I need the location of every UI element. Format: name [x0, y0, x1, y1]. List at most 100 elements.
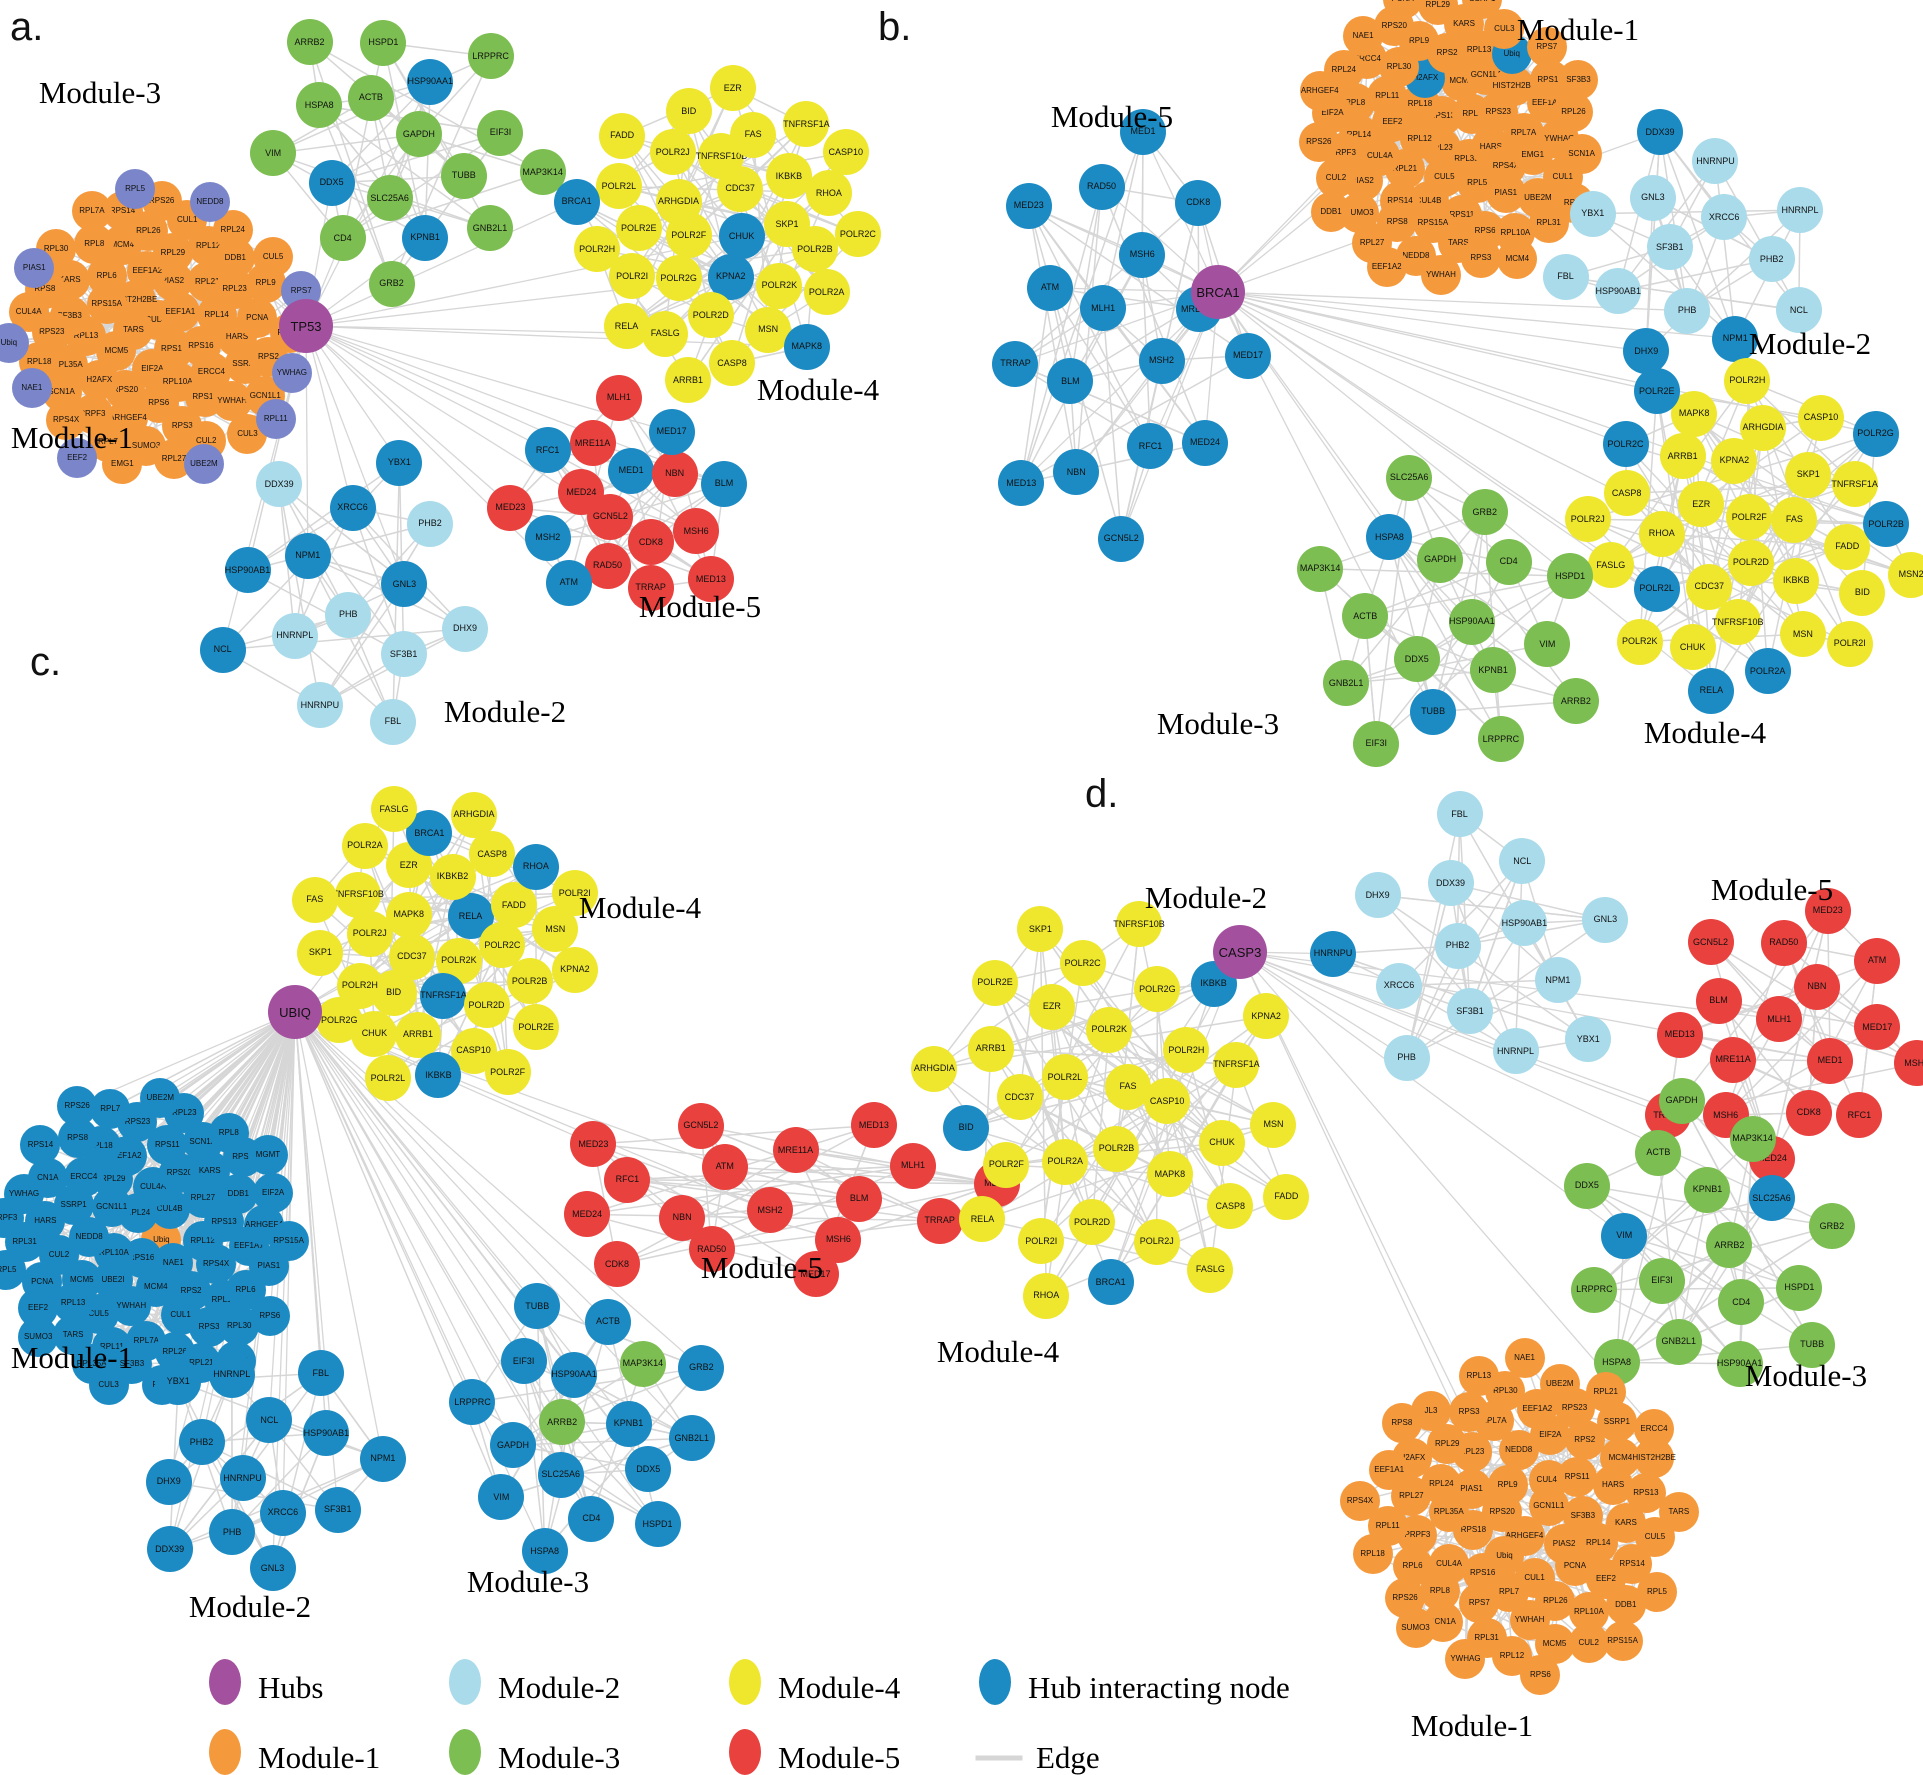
gene-node-sf3b1: SF3B1 [380, 631, 427, 678]
gene-node-fas: FAS [1104, 1063, 1151, 1110]
gene-node-npm1: NPM1 [284, 532, 331, 579]
gene-node-tnfrsf1a: TNFRSF1A [420, 972, 467, 1019]
gene-node-vim: VIM [478, 1474, 525, 1521]
gene-node-tubb: TUBB [1789, 1321, 1836, 1368]
gene-node-arrb2: ARRB2 [539, 1399, 586, 1446]
gene-node-med17: MED17 [792, 1251, 839, 1298]
gene-node-polr2j: POLR2J [346, 910, 393, 957]
gene-node-polr2c: POLR2C [1059, 940, 1106, 987]
gene-node-rela: RELA [603, 303, 650, 350]
gene-node-blm: BLM [701, 460, 747, 507]
module-label-a-module-5: Module-5 [638, 589, 762, 624]
gene-node-polr2l: POLR2L [364, 1055, 411, 1102]
gene-node-polr2k: POLR2K [756, 262, 803, 309]
gene-node-gnl3: GNL3 [249, 1545, 296, 1592]
gene-node-hnrnpu: HNRNPU [1692, 138, 1739, 185]
gene-node-skp1: SKP1 [297, 929, 344, 976]
module-label-b-module-3: Module-3 [1156, 706, 1280, 741]
gene-node-med17: MED17 [1854, 1004, 1901, 1051]
gene-node-msh6: MSH6 [1119, 231, 1166, 278]
gene-node-ddx39: DDX39 [256, 461, 303, 508]
legend-label-0: Hubs [258, 1670, 324, 1705]
gene-node-dhx9: DHX9 [145, 1458, 192, 1505]
gene-node-hsp90ab1: HSP90AB1 [1501, 900, 1548, 947]
gene-node-ddx39: DDX39 [1427, 860, 1474, 907]
gene-node-eif3i: EIF3I [1353, 720, 1400, 767]
gene-node-mcm4: MCM4 [1497, 239, 1538, 280]
gene-node-polr2a: POLR2A [1744, 648, 1791, 695]
gene-node-rhoa: RHOA [1638, 510, 1685, 557]
gene-node-dhx9: DHX9 [441, 605, 488, 652]
gene-node-eif3i: EIF3I [477, 109, 524, 156]
gene-node-polr2c: POLR2C [479, 922, 526, 969]
gene-node-polr2i: POLR2I [551, 870, 598, 917]
gene-node-cul2: CUL2 [1568, 1623, 1609, 1664]
gene-node-phb2: PHB2 [407, 500, 454, 547]
gene-node-med17: MED17 [1225, 332, 1272, 379]
gene-node-eif3i: EIF3I [500, 1338, 547, 1385]
gene-node-ube2m: UBE2M [183, 443, 224, 484]
gene-node-phb2: PHB2 [1748, 236, 1795, 283]
gene-node-hnrnpl: HNRNPL [208, 1351, 255, 1398]
gene-node-xrcc6: XRCC6 [259, 1489, 306, 1536]
gene-node-polr2b: POLR2B [791, 226, 838, 273]
gene-node-polr2j: POLR2J [1133, 1218, 1180, 1265]
gene-node-polr2a: POLR2A [803, 269, 850, 316]
gene-node-rps14: RPS14 [20, 1124, 61, 1165]
gene-node-ikbkb: IKBKB [765, 153, 812, 200]
gene-node-vim: VIM [250, 130, 297, 177]
gene-node-hnrnpl: HNRNPL [1776, 187, 1823, 234]
gene-node-polr2e: POLR2E [971, 959, 1018, 1006]
gene-node-hsp90ab1: HSP90AB1 [224, 547, 271, 594]
gene-node-med13: MED13 [1656, 1011, 1703, 1058]
gene-node-skp1: SKP1 [1785, 451, 1832, 498]
gene-node-phb: PHB [209, 1509, 256, 1556]
gene-node-eef1a1: EEF1A1 [1369, 1449, 1410, 1490]
gene-node-cul2: CUL2 [1315, 157, 1356, 198]
gene-node-trrap: TRRAP [916, 1197, 963, 1244]
gene-node-grb2: GRB2 [368, 260, 415, 307]
gene-node-hsp90ab1: HSP90AB1 [1595, 268, 1642, 315]
gene-node-polr2f: POLR2F [484, 1049, 531, 1096]
gene-node-polr2b: POLR2B [1093, 1125, 1140, 1172]
gene-node-sf3b1: SF3B1 [314, 1486, 361, 1533]
gene-node-rps7: RPS7 [1459, 1582, 1500, 1623]
gene-node-ube2m: UBE2M [140, 1077, 181, 1118]
gene-node-sf3b1: SF3B1 [1646, 224, 1693, 271]
gene-node-nae1: NAE1 [1343, 16, 1384, 57]
gene-node-slc25a6: SLC25A6 [537, 1451, 584, 1498]
gene-node-emg1: EMG1 [102, 443, 143, 484]
gene-node-faslg: FASLG [1187, 1246, 1234, 1293]
gene-node-ybx1: YBX1 [1565, 1016, 1612, 1063]
gene-node-map3k14: MAP3K14 [1729, 1115, 1776, 1162]
gene-node-casp10: CASP10 [822, 129, 869, 176]
gene-node-rfc1: RFC1 [524, 427, 571, 474]
gene-node-gnb2l1: GNB2L1 [668, 1415, 715, 1462]
gene-node-ezr: EZR [709, 65, 756, 112]
gene-node-actb: ACTB [1635, 1129, 1682, 1176]
gene-node-ezr: EZR [1028, 983, 1075, 1030]
gene-node-lrpprc: LRPPRC [1571, 1266, 1618, 1313]
gene-node-rpl11: RPL11 [255, 398, 296, 439]
gene-node-ddb1: DDB1 [1311, 191, 1352, 232]
hub-node-ubiq: UBIQ [268, 985, 322, 1039]
gene-node-tars: TARS [1658, 1491, 1699, 1532]
gene-node-polr2b: POLR2B [1863, 501, 1910, 548]
gene-node-cdk8: CDK8 [594, 1241, 641, 1288]
gene-node-xrcc6: XRCC6 [1701, 194, 1748, 241]
gene-node-rps15a: RPS15A [268, 1220, 309, 1261]
gene-node-gcn5l2: GCN5L2 [1687, 919, 1734, 966]
hub-node-tp53: TP53 [279, 299, 333, 353]
panel-letter-a: a. [10, 5, 44, 49]
gene-node-med23: MED23 [1804, 887, 1851, 934]
gene-node-gcn5l2: GCN5L2 [1098, 515, 1145, 562]
gene-node-hsp90aa1: HSP90AA1 [1716, 1340, 1763, 1387]
gene-node-rps11: RPS11 [1557, 1456, 1598, 1497]
gene-node-polr2l: POLR2L [1633, 565, 1680, 612]
gene-node-polr2d: POLR2D [687, 292, 734, 338]
legend-marker-module-1 [209, 1729, 241, 1775]
gene-node-ncl: NCL [1499, 838, 1546, 885]
gene-node-ddx5: DDX5 [308, 159, 355, 206]
gene-node-cdk8: CDK8 [627, 519, 674, 566]
module-label-c-module-3: Module-3 [466, 1564, 590, 1599]
